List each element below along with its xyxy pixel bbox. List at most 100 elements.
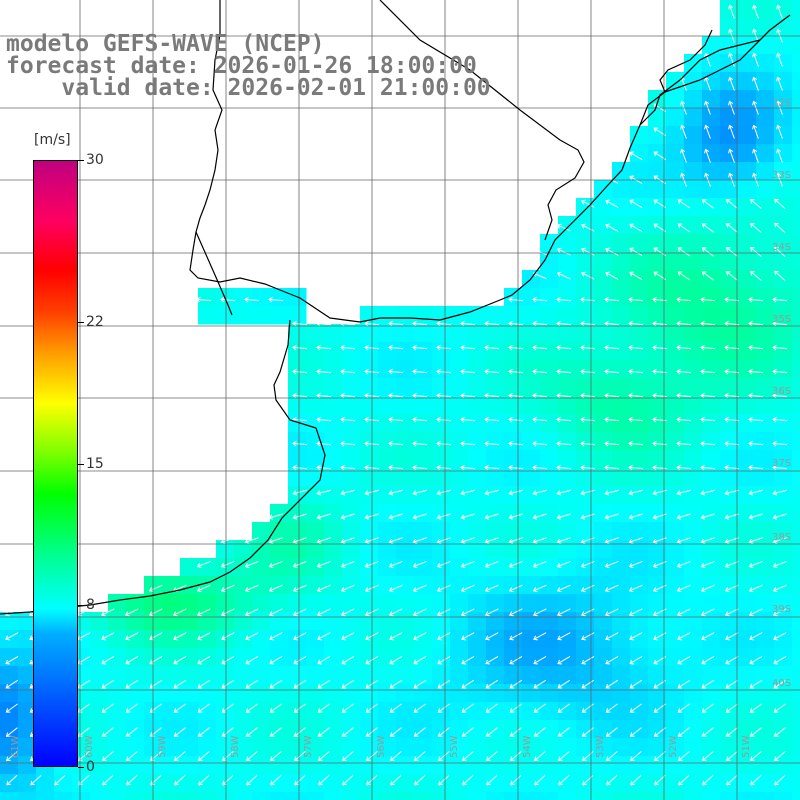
wind-cell [270,792,289,800]
wind-arrow [412,608,427,617]
wind-arrow [629,199,643,209]
wind-arrow [460,320,476,327]
wind-cell [432,450,451,469]
wind-arrow [293,727,306,737]
wind-cell [0,612,19,631]
wind-cell [108,720,127,739]
wind-cell [216,738,235,757]
wind-cell [486,738,505,757]
wind-cell [576,324,595,343]
wind-cell [198,684,217,703]
wind-cell [414,630,433,649]
wind-cell [360,756,379,775]
wind-cell [414,612,433,631]
wind-arrow [532,440,548,447]
wind-cell [558,612,577,631]
wind-cell [720,306,739,325]
wind-cell [666,288,685,307]
wind-cell [252,630,271,649]
wind-arrow [460,368,476,375]
wind-arrow [581,632,595,641]
wind-cell [522,468,541,487]
wind-arrow [436,464,452,471]
wind-cell [252,576,271,595]
wind-arrow [292,608,307,617]
wind-cell [540,756,559,775]
wind-cell [756,594,775,613]
wind-arrow [413,703,426,713]
wind-arrow [270,774,282,786]
wind-arrow [509,727,522,737]
lon-label: 53W [595,735,606,758]
wind-cell [774,468,793,487]
wind-arrow [700,392,716,399]
wind-arrow [437,632,451,641]
wind-cell [486,684,505,703]
wind-arrow [605,679,619,689]
wind-cell [486,612,505,631]
wind-cell [270,594,289,613]
wind-cell [666,342,685,361]
wind-arrow [101,655,115,665]
wind-cell [738,0,757,19]
wind-cell [666,702,685,721]
wind-cell [792,378,800,397]
wind-cell [738,270,757,289]
wind-arrow [316,320,332,327]
wind-arrow [604,608,619,617]
wind-cell [774,180,793,199]
wind-arrow [724,489,739,496]
wind-arrow [54,774,66,786]
wind-cell [522,738,541,757]
wind-cell [774,648,793,667]
wind-cell [468,486,487,505]
wind-cell [198,288,217,307]
wind-cell [720,414,739,433]
wind-arrow [292,489,307,496]
wind-arrow [629,703,642,713]
wind-cell [630,306,649,325]
wind-arrow [772,440,788,447]
wind-arrow [148,584,163,593]
wind-cell [792,414,800,433]
wind-arrow [581,679,595,689]
wind-arrow [628,464,644,471]
wind-cell [738,90,757,109]
wind-arrow [582,751,594,762]
wind-cell [666,612,685,631]
wind-cell [720,360,739,379]
wind-cell [306,504,325,523]
wind-cell [36,774,55,793]
wind-cell [630,378,649,397]
wind-cell [666,144,685,163]
wind-cell [288,630,307,649]
wind-arrow [556,560,571,569]
wind-cell [342,324,361,343]
wind-arrow [486,774,498,786]
wind-cell [126,774,145,793]
wind-cell [540,684,559,703]
wind-cell [540,288,559,307]
wind-arrow [628,440,644,447]
wind-arrow [268,537,283,544]
wind-cell [756,126,775,145]
wind-cell [702,378,721,397]
wind-arrow [677,655,691,665]
wind-cell [234,702,253,721]
wind-cell [666,360,685,379]
wind-arrow [725,679,739,689]
wind-arrow [704,124,711,139]
argentina-coast [0,319,326,615]
wind-cell [540,720,559,739]
wind-cell [792,432,800,451]
wind-arrow [532,537,547,544]
wind-cell [774,576,793,595]
wind-cell [378,414,397,433]
wind-arrow [388,513,403,520]
wind-cell [468,774,487,793]
wind-cell [396,504,415,523]
wind-cell [90,612,109,631]
wind-arrow [677,727,690,737]
wind-cell [666,252,685,271]
